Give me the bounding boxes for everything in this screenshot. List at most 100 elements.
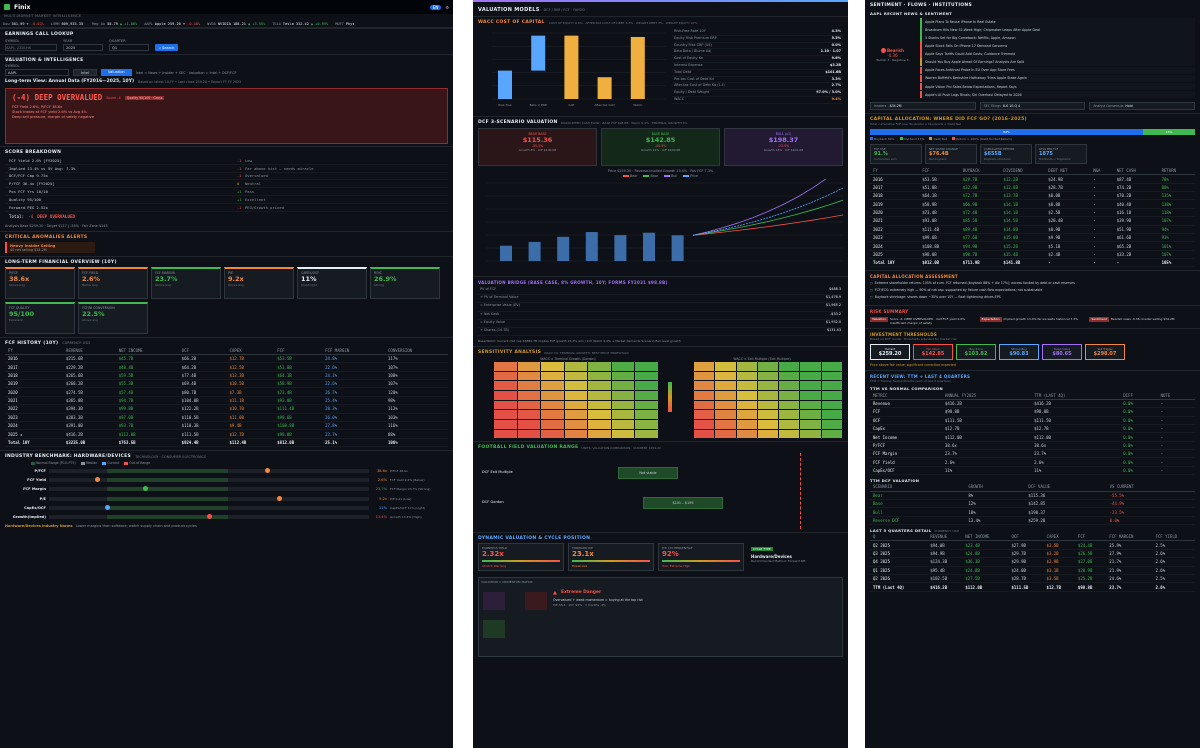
kpi-label: FCF QUALITY (9, 305, 30, 310)
table-cell: 2019 (8, 381, 18, 387)
heatmap-cell (635, 410, 658, 419)
score-title: SCORE BREAKDOWN (5, 150, 62, 155)
benchmark-range (106, 468, 229, 473)
table-cell: $11.0B (229, 414, 244, 420)
table-cell: $98.8B (922, 251, 937, 257)
settings-icon[interactable]: ⚙ (445, 4, 449, 10)
score-value: -1 (237, 157, 242, 163)
verdict-box: (-4) DEEP OVERVALUED Score -4 Quality 95… (5, 88, 448, 144)
user-badge[interactable]: EN (429, 4, 442, 10)
dynamic-sub: Hist. Extreme High (662, 564, 691, 569)
verdict-score: Score -4 (106, 95, 121, 100)
news-item[interactable]: Broadcom Hits New 52-Week High; Chipmake… (920, 26, 1195, 34)
table-cell: 2025 ★ (8, 431, 23, 437)
table-cell: 0.0% (1123, 451, 1133, 457)
threshold-card: Current $259.20 (870, 344, 910, 361)
table-cell: $14.1B (1003, 210, 1018, 215)
table-cell: $99.8B (118, 406, 134, 412)
earnings-symbol-input[interactable] (5, 44, 57, 51)
table-cell: $94.9B (930, 551, 945, 556)
news-item[interactable]: Apple Vision Pro Sales Below Expectation… (920, 82, 1195, 91)
table-cell: 0.0% (1123, 426, 1133, 432)
table-cell: 107% (1161, 251, 1172, 257)
valuation-dashboard-left: Finix EN ⚙ MULTI-MARKET MARKET INTELLIGE… (0, 0, 453, 748)
news-headline: Apple's AI Push Lags Rivals; Siri Overha… (925, 92, 1022, 97)
wacc-row: Pre-tax Cost of Debt Kd 3.3% (672, 77, 843, 84)
table-cell: $13.7B (1003, 193, 1018, 199)
news-item[interactable]: Apple Stock Falls On iPhone 17 Demand Co… (920, 42, 1195, 50)
q-sub: CURRENCY: USD (934, 528, 959, 533)
table-cell: 21.9% (1109, 567, 1122, 573)
dynamic-label: P/E 10Y PERCENTILE (662, 546, 693, 551)
table-row: CapEx/OCF 11% 11% 0.0% - (870, 466, 1195, 475)
heatmap-cell (800, 419, 821, 429)
table-cell: $40.4B (1116, 201, 1132, 207)
wacc-row-label: WACC (674, 96, 685, 101)
search-button[interactable]: ⌕ Search (155, 44, 179, 51)
wacc-row-value: $101.6B (825, 69, 841, 74)
capital-card-label: FCF USE (874, 146, 886, 151)
table-cell: Reverse DCF (873, 517, 900, 523)
table-cell: Q1 2025 (873, 567, 890, 573)
bridge-label: = Equity Value (480, 319, 506, 324)
vi-symbol-input[interactable]: AAPL (5, 69, 69, 76)
table-cell: 2.5% (1155, 576, 1166, 582)
table-cell: $24.8B (965, 551, 980, 556)
industry-benchmark: INDUSTRY BENCHMARK: HARDWARE/DEVICES TEC… (0, 450, 453, 531)
score-factor: FCF Yield 2.6% [FY2025] (9, 157, 62, 163)
table-cell: 0.0% (1109, 517, 1120, 523)
year-select[interactable]: 2025 (63, 44, 103, 51)
table-cell: $112.0B (944, 434, 962, 440)
dynamic-gauge (572, 560, 650, 563)
heatmap-cell (494, 400, 517, 410)
score-row: DCF/FCF Cap 9.73x -1 Overvalued (5, 173, 448, 181)
analysis-line: Analysis Base $259.20 · Target $117 | -5… (5, 223, 108, 228)
ticker-change: ▲ +3.95% (247, 21, 266, 26)
table-row: Bull 18% $198.37 -23.5% (870, 508, 1195, 517)
legend-item: Return > 100% (Debt-funded Return) (951, 137, 1012, 141)
table-cell: $94.7B (118, 398, 134, 404)
ticker-symbol: TSLA (272, 21, 281, 26)
news-item[interactable]: Apple Says Tariffs Could Add Costs; Guid… (920, 50, 1195, 58)
table-cell: $98.8B (277, 431, 292, 437)
table-cell: $90.7B (962, 251, 978, 257)
capital-card-label: LESS PER FCF (1039, 146, 1059, 151)
benchmark-track (49, 495, 369, 501)
table-cell: - (1093, 260, 1096, 266)
heatmap-cell (736, 419, 757, 429)
score-total: Total: -4 DEEP OVERVALUED (5, 214, 448, 219)
news-item[interactable]: 5 Stocks Set for Big Comeback: Netflix, … (920, 34, 1195, 42)
quarter-label: QUARTER (109, 39, 126, 43)
news-item[interactable]: Should You Buy Apple Ahead Of Earnings? … (920, 58, 1195, 67)
table-cell: $115.36 (1028, 492, 1046, 498)
table-cell: $3235.0B (65, 439, 86, 445)
heatmap-cell (564, 381, 588, 390)
wacc-row: Total Debt $101.6B (672, 70, 843, 77)
verdict-line: FCF Yield 2.6%, P/FCF 38.6x (12, 105, 63, 109)
table-cell: $365.8B (65, 398, 83, 404)
valuation-button[interactable]: Valuation (100, 69, 132, 76)
table-cell: 12% (968, 501, 976, 507)
threshold-value: $298.07 (1093, 351, 1117, 358)
intel-button[interactable]: Intel (73, 69, 97, 76)
news-item[interactable]: Apple Faces Antitrust Probe In EU Over A… (920, 66, 1195, 75)
news-item[interactable]: Apple's AI Push Lags Rivals; Siri Overha… (920, 90, 1195, 99)
dynamic-card: EARNINGS YIELD 2.32x Stretch Warning (478, 543, 564, 572)
news-item[interactable]: Apple Plans To Reuse iPhone In Real Esta… (920, 18, 1195, 26)
news-item[interactable]: Warren Buffett's Berkshire Hathaway Trim… (920, 74, 1195, 83)
ticker-value: Tesla 332.42 (282, 21, 309, 26)
quarter-select[interactable]: Q1 (109, 44, 149, 51)
heatmap-cell (564, 429, 588, 439)
table-cell: - (1160, 442, 1164, 448)
projection-line (692, 214, 844, 236)
score-row: Pos FCF Yrs 10/10 +1 Pass (5, 188, 448, 196)
table-row: 2020 $274.5B $57.4B $80.7B $7.3B $73.4B 26.7% 1… (5, 388, 448, 397)
heatmap-cell (757, 381, 779, 390)
table-header: REVENUE (927, 533, 963, 542)
table-row: 2018 $265.6B $59.5B $77.4B $13.3B $64.1B 24.1%… (5, 371, 448, 380)
ticker-item: TSLA Tesla 332.42 ▲ +0.99% (272, 22, 328, 26)
table-row: 2025 $98.8B $90.7B $15.4B $2.4B - $33.2B 107% (870, 250, 1195, 259)
table-cell: $112.0B (118, 431, 136, 437)
heatmap-cell (715, 419, 736, 429)
bridge-label: ÷ Shares (14.7B) (480, 327, 510, 332)
